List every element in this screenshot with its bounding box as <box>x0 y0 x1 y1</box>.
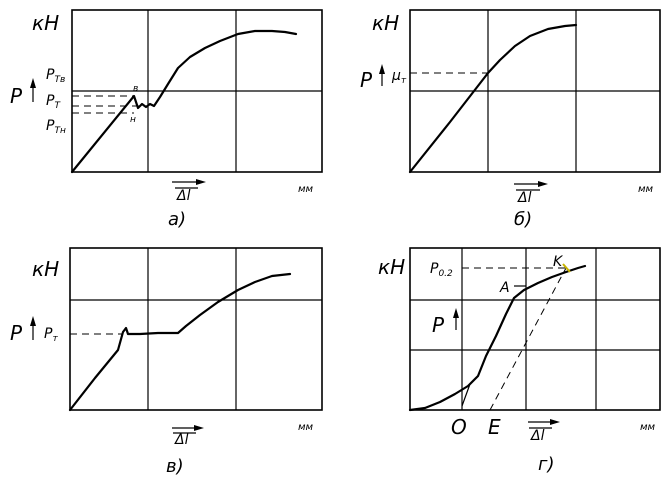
panel-g-level-label: P0.2 <box>430 261 453 279</box>
panel-g-point-a: A <box>499 280 510 296</box>
panel-v-y-unit: кН <box>32 257 59 281</box>
panel-a-curve <box>70 29 298 174</box>
panel-a-point-upper: в <box>133 84 138 94</box>
panel-b-force-label: P <box>360 68 373 92</box>
panel-b-caption: б) <box>514 209 532 230</box>
panel-g-force-label: P <box>432 313 445 337</box>
panel-g-k-mark <box>562 263 571 273</box>
panel-g-curve <box>408 264 587 412</box>
panel-g-y-unit: кН <box>378 255 405 279</box>
panel-a-y-unit: кН <box>32 11 59 35</box>
panel-g-x-unit: мм <box>640 422 656 433</box>
panel-a-level-upper: PТв <box>46 67 65 85</box>
panel-a-level-lower: PТн <box>46 118 66 136</box>
panel-b-delta-label: Δl <box>517 190 532 206</box>
panel-g-point-o: O <box>451 415 467 439</box>
panel-v-force-label: P <box>10 321 23 345</box>
panel-v: кН мм P Pт Δl в) <box>10 247 323 477</box>
panel-v-delta-arrow: Δl <box>172 425 204 448</box>
panel-b-curve <box>408 23 578 174</box>
panel-v-caption: в) <box>166 456 184 477</box>
panel-v-x-unit: мм <box>298 422 314 433</box>
panel-g-force-arrow: P <box>432 308 459 337</box>
panel-v-level-label: Pт <box>44 326 58 344</box>
panel-v-delta-label: Δl <box>174 432 189 448</box>
panel-b-force-arrow: P <box>360 64 385 92</box>
panel-g-point-k: K <box>553 254 564 270</box>
panel-a-delta-label: Δl <box>176 188 191 204</box>
panel-b-x-unit: мм <box>638 184 654 195</box>
panel-v-grid <box>69 247 323 411</box>
panel-g: кН мм P0.2 P A K O E Δl г) <box>378 247 661 475</box>
panel-v-curve <box>68 272 292 412</box>
panel-b-level-label: μт <box>391 68 407 86</box>
panel-b-grid <box>409 9 661 173</box>
panel-a-grid <box>71 9 323 173</box>
panel-b-delta-arrow: Δl <box>514 181 548 206</box>
panel-a-x-unit: мм <box>298 184 314 195</box>
panel-b: кН мм P μт Δl б) <box>360 9 661 230</box>
panel-v-force-arrow: P <box>10 316 36 345</box>
panel-g-delta-arrow: Δl <box>528 419 560 444</box>
panel-a-delta-arrow: Δl <box>172 179 206 204</box>
panel-g-point-e: E <box>488 415 501 439</box>
panel-g-origin-tick <box>461 383 471 407</box>
panel-a: кН мм P PТв PТ PТн в н Δl а) <box>10 9 323 230</box>
panel-g-offset-line <box>489 267 567 411</box>
panel-g-delta-label: Δl <box>530 428 545 444</box>
panel-a-force-arrow: P <box>10 78 36 108</box>
panel-g-caption: г) <box>538 454 554 475</box>
panel-b-y-unit: кН <box>372 11 399 35</box>
panel-a-caption: а) <box>168 209 186 230</box>
panel-a-force-label: P <box>10 84 23 108</box>
panel-a-level-mid: PТ <box>46 93 61 111</box>
panel-a-level-labels: PТв PТ PТн <box>46 67 66 136</box>
panel-a-point-lower: н <box>130 115 136 125</box>
panel-g-grid <box>409 247 661 411</box>
